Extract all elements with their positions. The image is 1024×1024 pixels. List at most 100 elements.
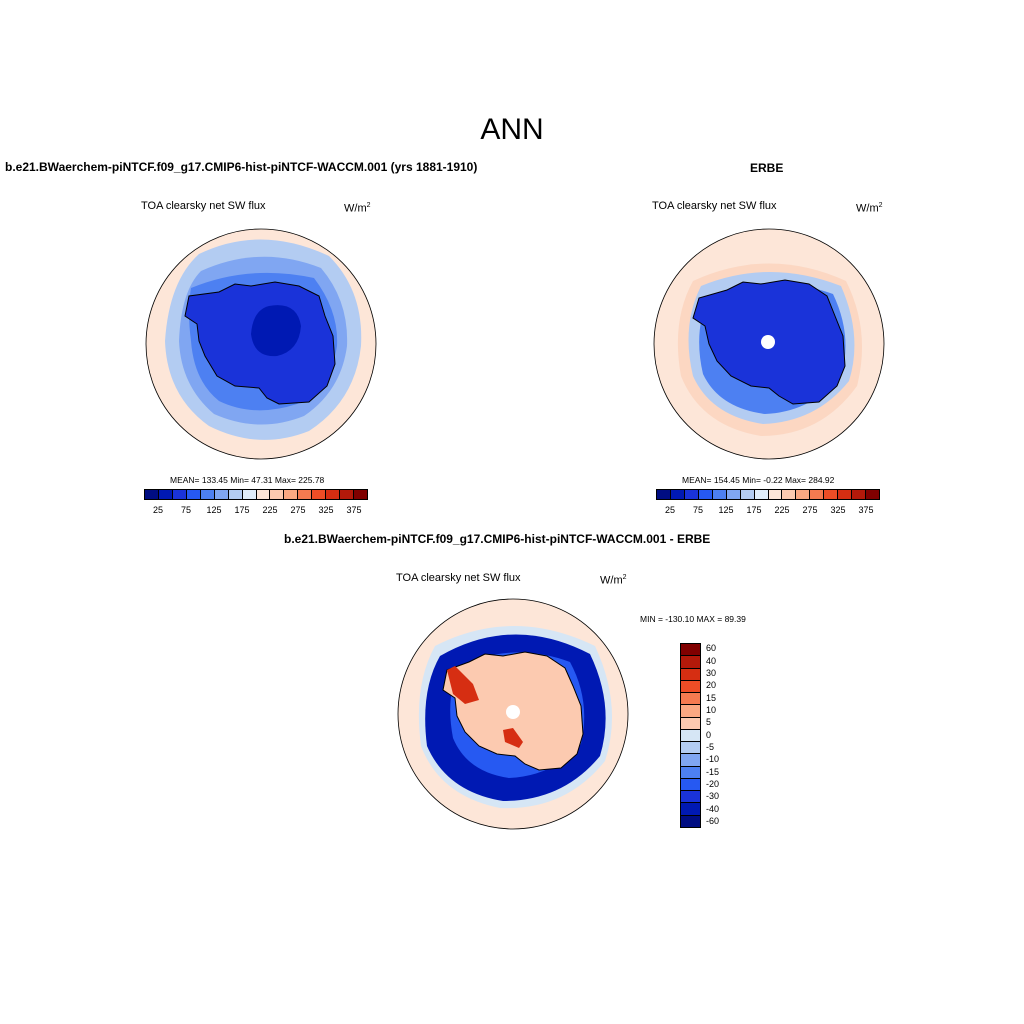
colorbar-swatch [158,490,173,499]
colorbar-tick-label: 175 [234,505,250,515]
panel3-stats: MIN = -130.10 MAX = 89.39 [640,614,746,624]
colorbar-swatch [681,680,700,694]
panel1-colorbar: 25 75 125 175 225 275 325 375 [144,489,368,515]
colorbar-tick-label: 275 [802,505,818,515]
colorbar-swatch [824,490,839,499]
panel3-polar-map [397,598,629,830]
colorbar-swatch [312,490,327,499]
colorbar-swatch [681,803,700,816]
colorbar-swatch [712,490,727,499]
colorbar-swatch [354,490,367,499]
colorbar-swatch [145,490,159,499]
colorbar-tick-label: -10 [706,754,720,765]
colorbar-tick-label: -15 [706,766,720,777]
colorbar-swatch [242,490,257,499]
panel2-variable: TOA clearsky net SW flux [652,200,777,212]
colorbar-tick-label: 25 [152,505,164,515]
colorbar-tick-label: 40 [706,655,717,666]
colorbar-swatch [681,778,700,792]
figure-title: ANN [480,113,544,146]
panel3-ross-high [503,728,523,748]
colorbar-swatch [200,490,215,499]
colorbar-tick-label: -20 [706,778,720,789]
colorbar-swatch [270,490,285,499]
colorbar-swatch [681,815,700,827]
panel3-colorbar: 60 40 30 20 15 10 5 0 -5 -10 -15 -20 -30 -40 -60 [680,643,740,828]
panel3-map-border [397,598,629,830]
colorbar-tick-label: -60 [706,815,720,826]
colorbar-tick-label: 25 [664,505,676,515]
colorbar-swatch [810,490,825,499]
colorbar-tick-label: 125 [718,505,734,515]
colorbar-swatch [681,742,700,755]
panel3-units: W/m2 [600,574,627,587]
colorbar-tick-label: 125 [206,505,222,515]
colorbar-tick-label: 75 [692,505,704,515]
panel1-polar-map [145,228,377,460]
panel1-ice-core [251,305,301,357]
colorbar-tick-label: -40 [706,803,720,814]
panel1-units: W/m2 [344,202,371,215]
colorbar-swatch [298,490,313,499]
colorbar-swatch [670,490,685,499]
colorbar-tick-label: 325 [830,505,846,515]
colorbar-tick-label: 15 [706,692,717,703]
colorbar-swatch [681,705,700,718]
colorbar-tick-label: 0 [706,729,712,740]
colorbar-tick-label: 60 [706,643,717,654]
panel3-pole-hole [506,705,520,719]
panel2-units: W/m2 [856,202,883,215]
colorbar-tick-label: 375 [858,505,874,515]
colorbar-swatch [838,490,853,499]
panel3-title: b.e21.BWaerchem-piNTCF.f09_g17.CMIP6-his… [284,532,711,546]
colorbar-swatch [852,490,867,499]
colorbar-swatch [681,791,700,804]
colorbar-tick-label: 5 [706,717,712,728]
colorbar-swatch [326,490,341,499]
colorbar-tick-label: 20 [706,680,717,691]
colorbar-swatch [740,490,755,499]
colorbar-tick-label: 75 [180,505,192,515]
colorbar-swatch [768,490,783,499]
colorbar-tick-label: 30 [706,667,717,678]
colorbar-swatch [228,490,243,499]
colorbar-swatch [657,490,671,499]
colorbar-swatch [726,490,741,499]
colorbar-swatch [782,490,797,499]
panel1-title: b.e21.BWaerchem-piNTCF.f09_g17.CMIP6-his… [5,160,478,174]
panel1-variable: TOA clearsky net SW flux [141,200,266,212]
colorbar-swatch [698,490,713,499]
panel2-stats: MEAN= 154.45 Min= -0.22 Max= 284.92 [682,475,835,485]
colorbar-tick-label: 225 [774,505,790,515]
colorbar-swatch [186,490,201,499]
colorbar-tick-label: 275 [290,505,306,515]
panel2-pole-hole [761,335,775,349]
colorbar-tick-label: 375 [346,505,362,515]
colorbar-swatch [256,490,271,499]
colorbar-swatch [340,490,355,499]
colorbar-tick-label: 225 [262,505,278,515]
colorbar-tick-label: 175 [746,505,762,515]
colorbar-swatch [214,490,229,499]
colorbar-swatch [684,490,699,499]
colorbar-swatch [681,766,700,779]
panel3-variable: TOA clearsky net SW flux [396,572,521,584]
colorbar-swatch [681,656,700,669]
colorbar-tick-label: -30 [706,791,720,802]
panel3-peninsula-high [447,666,479,704]
colorbar-swatch [284,490,299,499]
panel2-map-border [653,228,885,460]
colorbar-swatch [681,717,700,730]
colorbar-swatch [681,754,700,767]
colorbar-tick-label: -5 [706,741,715,752]
colorbar-swatch [681,729,700,743]
colorbar-swatch [866,490,879,499]
colorbar-swatch [754,490,769,499]
panel1-stats: MEAN= 133.45 Min= 47.31 Max= 225.78 [170,475,325,485]
panel1-map-border [145,228,377,460]
colorbar-swatch [681,644,700,657]
colorbar-swatch [681,668,700,681]
panel2-polar-map [653,228,885,460]
panel2-colorbar: 25 75 125 175 225 275 325 375 [656,489,880,515]
colorbar-swatch [681,693,700,706]
